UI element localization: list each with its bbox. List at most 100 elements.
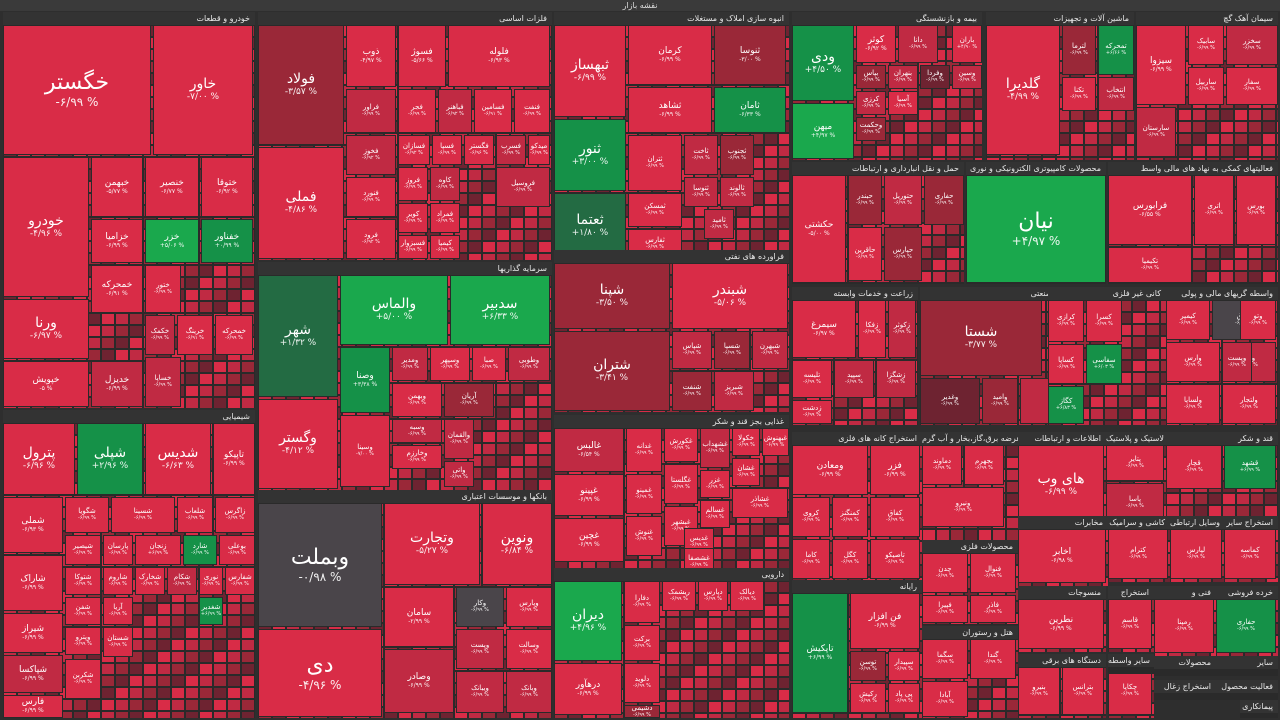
stock-tile[interactable]: زشگزا -۶/۹۹ % xyxy=(876,360,916,398)
stock-tile[interactable]: وتو -۶/۹۹ % xyxy=(1240,300,1276,340)
stock-tile[interactable]: ونوین -۶/۸۴ % xyxy=(482,503,552,585)
stock-tile[interactable]: وسین -۶/۹۹ % xyxy=(952,65,982,89)
stock-tile[interactable]: قچار -۶/۹۹ % xyxy=(1166,445,1222,489)
stock-tile[interactable]: شپاس -۶/۹۹ % xyxy=(672,331,712,369)
stock-tile[interactable]: فمراد -۶/۹۹ % xyxy=(430,203,460,233)
stock-tile[interactable]: ثبهساز -۶/۹۹ % xyxy=(554,25,626,117)
stock-tile[interactable]: فنوال -۶/۹۹ % xyxy=(970,553,1016,593)
stock-tile[interactable]: زفکا -۶/۹۹ % xyxy=(858,300,886,358)
stock-tile[interactable]: دپارس -۶/۹۹ % xyxy=(698,581,728,611)
stock-tile[interactable]: دماوند -۶/۹۹ % xyxy=(922,445,962,485)
stock-tile[interactable]: شاراک -۶/۹۹ % xyxy=(3,555,63,611)
stock-tile[interactable]: فسامین -۶/۹۱ % xyxy=(474,89,512,133)
stock-tile[interactable]: ثالوند -۶/۹۹ % xyxy=(720,177,754,207)
stock-tile[interactable]: شستا -۳/۷۷ % xyxy=(920,300,1042,376)
stock-tile[interactable]: دفارا -۶/۹۹ % xyxy=(624,581,660,623)
stock-tile[interactable]: ثتران -۶/۹۹ % xyxy=(628,135,682,191)
stock-tile[interactable]: فسپا -۶/۹۹ % xyxy=(432,135,462,165)
stock-tile[interactable]: خدیزل -۶/۹۹ % xyxy=(91,361,143,407)
stock-tile[interactable]: کرمان -۶/۹۹ % xyxy=(628,25,712,85)
stock-tile[interactable]: بجهرم -۶/۹۹ % xyxy=(964,445,1004,485)
stock-tile[interactable]: خودرو -۴/۹۶ % xyxy=(3,157,89,297)
stock-tile[interactable]: کوثر -۶/۹۲ % xyxy=(856,25,896,63)
stock-tile[interactable]: وسبه -۶/۹۹ % xyxy=(392,419,442,443)
stock-tile[interactable]: ختوقا -۶/۹۲ % xyxy=(201,157,253,217)
stock-tile[interactable]: انتخاب -۶/۹۹ % xyxy=(1098,77,1134,111)
stock-tile[interactable]: بپاس -۶/۹۹ % xyxy=(856,65,886,89)
stock-tile[interactable]: چدن -۶/۹۹ % xyxy=(922,553,968,593)
stock-tile[interactable]: تاپیکو -۶/۹۹ % xyxy=(213,423,255,495)
stock-tile[interactable]: کمنگنز -۶/۹۹ % xyxy=(832,497,868,537)
stock-tile[interactable]: غکورش -۶/۹۹ % xyxy=(664,428,698,462)
stock-tile[interactable]: سابیک -۶/۹۹ % xyxy=(1188,25,1224,65)
stock-tile[interactable]: ثامان -۶/۳۳ % xyxy=(714,87,786,133)
stock-tile[interactable]: غدانه -۶/۹۹ % xyxy=(626,428,662,472)
stock-tile[interactable]: وبانک-۶/۹۹ % xyxy=(506,671,552,713)
stock-tile[interactable]: سگما -۶/۹۹ % xyxy=(922,639,968,679)
stock-tile[interactable]: غپینو -۶/۹۹ % xyxy=(554,474,624,516)
stock-tile[interactable]: شهر +۱/۳۲ % xyxy=(258,275,338,397)
stock-tile[interactable]: ودی +۴/۵۰ % xyxy=(792,25,854,101)
stock-tile[interactable]: سپیدار -۶/۹۹ % xyxy=(888,651,920,681)
stock-tile[interactable]: والماس +۵/۰۰ % xyxy=(340,275,448,345)
stock-tile[interactable]: اتری -۶/۹۹ % xyxy=(1194,175,1234,245)
stock-tile[interactable]: ثاخت -۶/۹۹ % xyxy=(684,135,718,175)
stock-tile[interactable]: کروی -۶/۹۹ % xyxy=(792,497,830,537)
stock-tile[interactable]: خزر +۵/۰۶ % xyxy=(145,219,199,263)
stock-tile[interactable]: وبهمن -۶/۹۹ % xyxy=(392,383,442,417)
stock-tile[interactable]: شبریز -۶/۹۹ % xyxy=(714,371,754,411)
stock-tile[interactable]: خنصیر -۶/۷۷ % xyxy=(145,157,199,217)
stock-tile[interactable]: شخارک -۶/۹۹ % xyxy=(135,567,165,595)
stock-tile[interactable]: فلوله -۶/۹۳ % xyxy=(448,25,550,87)
stock-tile[interactable]: حکشتی -۵/۰۰ % xyxy=(792,175,846,283)
stock-tile[interactable]: شکام -۶/۹۹ % xyxy=(167,567,197,595)
stock-tile[interactable]: فاذر -۶/۹۹ % xyxy=(970,595,1016,623)
stock-tile[interactable]: شاروم -۶/۹۹ % xyxy=(103,567,133,595)
stock-tile[interactable]: شنفت -۶/۹۹ % xyxy=(672,371,712,411)
stock-tile[interactable]: غشان -۶/۹۹ % xyxy=(732,458,760,486)
stock-tile[interactable]: گندا -۶/۹۹ % xyxy=(970,639,1016,679)
stock-tile[interactable]: شفن -۶/۹۹ % xyxy=(65,597,101,625)
stock-tile[interactable]: شبهرن -۶/۹۹ % xyxy=(752,331,788,369)
stock-tile[interactable]: صبا -۶/۹۹ % xyxy=(472,347,506,381)
stock-tile[interactable]: ویبانک -۶/۹۹ % xyxy=(456,671,504,713)
stock-tile[interactable]: ثمسکن -۶/۹۹ % xyxy=(628,193,682,227)
stock-tile[interactable]: خگستر -۶/۹۹ % xyxy=(3,25,151,155)
stock-tile[interactable]: وفردا -۶/۹۹ % xyxy=(920,65,950,89)
stock-tile[interactable]: خمحرکه -۶/۹۱ % xyxy=(91,265,143,313)
stock-tile[interactable]: شبندر -۵/۰۶ % xyxy=(672,263,788,329)
stock-tile[interactable]: بترانس -۶/۹۹ % xyxy=(1062,667,1104,715)
stock-tile[interactable]: وپست -۶/۹۹ % xyxy=(1222,342,1252,382)
stock-tile[interactable]: حبندر -۶/۹۹ % xyxy=(848,175,882,225)
stock-tile[interactable]: اخابر -۶/۹۸ % xyxy=(1018,529,1106,583)
stock-tile[interactable]: سپید -۶/۹۹ % xyxy=(834,360,874,398)
stock-tile[interactable]: درهآور -۶/۹۹ % xyxy=(554,663,622,715)
stock-tile[interactable]: تاصیکو -۶/۹۹ % xyxy=(870,539,920,579)
stock-tile[interactable]: غسالم -۶/۹۹ % xyxy=(700,500,730,528)
stock-tile[interactable]: ثامید -۶/۹۹ % xyxy=(704,209,734,239)
stock-tile[interactable]: خرینگ -۶/۹۱ % xyxy=(177,315,213,355)
stock-tile[interactable]: دانا -۶/۹۹ % xyxy=(898,25,938,63)
stock-tile[interactable]: سدبیر +۶/۳۳ % xyxy=(450,275,550,345)
stock-tile[interactable]: فروسیل -۶/۹۹ % xyxy=(496,167,550,207)
stock-tile[interactable]: شگویا -۶/۹۹ % xyxy=(65,497,109,533)
stock-tile[interactable]: فجر -۶/۹۹ % xyxy=(398,89,436,133)
stock-tile[interactable]: میدکو -۶/۹۹ % xyxy=(528,135,550,165)
stock-tile[interactable]: سخزر -۶/۹۹ % xyxy=(1226,25,1278,65)
stock-tile[interactable]: لترما -۶/۹۹ % xyxy=(1062,25,1096,75)
stock-tile[interactable]: آبادا -۶/۹۹ % xyxy=(922,681,968,717)
stock-tile[interactable]: زدشت -۶/۹۹ % xyxy=(792,400,832,424)
stock-tile[interactable]: شیراز -۶/۹۹ % xyxy=(3,613,63,653)
stock-tile[interactable]: چکاپا -۶/۹۹ % xyxy=(1108,667,1152,715)
stock-tile[interactable]: ومدیر -۶/۹۹ % xyxy=(392,347,428,381)
stock-tile[interactable]: غگلستا -۶/۹۹ % xyxy=(664,464,698,504)
stock-tile[interactable]: ثنور +۳/۰۰ % xyxy=(554,119,626,191)
stock-tile[interactable]: رکیش -۶/۹۹ % xyxy=(850,683,886,713)
stock-tile[interactable]: خفناور +۰/۹۹ % xyxy=(201,219,253,263)
stock-tile[interactable]: سامان -۲/۹۹ % xyxy=(384,587,454,647)
stock-tile[interactable]: قاسم -۶/۹۹ % xyxy=(1108,599,1152,649)
stock-tile[interactable]: سارستان -۶/۹۹ % xyxy=(1136,107,1176,157)
stock-tile[interactable]: شملی -۶/۹۳ % xyxy=(3,497,63,553)
stock-tile[interactable]: وارس -۶/۹۹ % xyxy=(1166,342,1220,382)
stock-tile[interactable]: حفاری -۶/۹۹ % xyxy=(1216,599,1276,653)
